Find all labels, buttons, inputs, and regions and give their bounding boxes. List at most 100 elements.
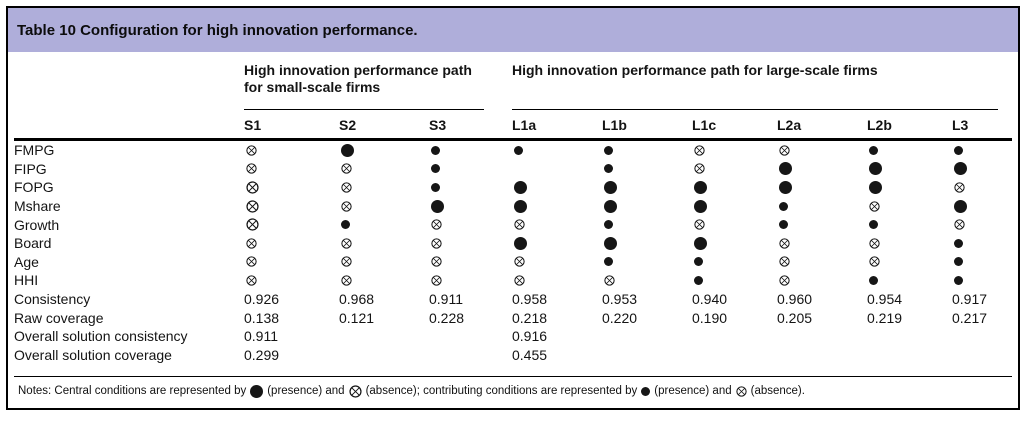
row-label: Consistency [14,291,91,308]
cell-FIPG-S3 [429,164,512,174]
cell-FMPG-L1b [602,145,692,155]
contributing-presence-icon [954,145,963,155]
value-cell: 0.958 [512,291,548,308]
central-presence-icon [779,162,792,176]
cell-Mshare-S3 [429,199,512,213]
cell-HHI-L1b [602,275,692,286]
value-cell: 0.917 [952,291,988,308]
cell-FIPG-L1c [692,163,777,175]
cell-Growth-L2a [777,220,867,230]
condition-row-Board: Board [14,234,1012,253]
central-absence-icon [349,385,362,398]
contributing-absence-icon [779,145,790,156]
cell-Board-L1b [602,236,692,250]
value-cell: 0.916 [512,328,548,345]
central-absence-icon [246,200,259,213]
column-header-row: S1 S2 S3 L1a L1b L1c L2a L2b L3 [14,110,1012,141]
cell-FMPG-L1c [692,145,777,156]
cell-Age-L3 [952,257,1012,267]
value-cell: 0.218 [512,309,548,326]
cell-Growth-L1c [692,219,777,230]
cell-HHI-L2b [867,275,952,285]
contributing-presence-icon [431,145,440,155]
cell-FOPG-L3 [952,182,1012,193]
contributing-presence-icon [869,275,878,285]
column-header-L1c: L1c [692,117,717,133]
column-header-S2: S2 [339,117,357,133]
table-title: Table 10 Configuration for high innovati… [17,21,418,39]
row-label: FOPG [14,179,54,196]
cell-FMPG-S1 [244,145,339,156]
cell-FMPG-L2a [777,145,867,156]
value-cell: 0.968 [339,291,375,308]
cell-HHI-S1 [244,275,339,286]
central-presence-icon [694,236,707,250]
metric-row: Consistency 0.926 0.968 0.911 0.958 0.953 0.94… [14,290,1012,309]
contributing-absence-icon [604,275,615,286]
value-cell: 0.220 [602,309,638,326]
cell-HHI-L1c [692,275,777,285]
value-cell: 0.299 [244,346,280,363]
central-presence-icon [869,162,882,176]
table-notes: Notes: Central conditions are represente… [14,376,1012,405]
contributing-absence-icon [431,219,442,230]
contributing-absence-icon [341,256,352,268]
central-presence-icon [869,180,882,194]
contributing-absence-icon [694,219,705,230]
central-presence-icon [341,143,354,157]
value-cell: 0.205 [777,309,813,326]
table-title-band: Table 10 Configuration for high innovati… [8,8,1018,52]
contributing-absence-icon [246,275,257,286]
contributing-presence-icon [604,164,613,174]
cell-FOPG-L1c [692,180,777,194]
cell-FMPG-L2b [867,145,952,155]
contributing-presence-icon [341,220,350,230]
central-presence-icon [431,199,444,213]
notes-text: Notes: Central conditions are represente… [18,385,247,398]
cell-FIPG-L3 [952,162,1012,176]
cell-Age-L2a [777,256,867,268]
notes-text: (presence) and [654,385,732,398]
value-cell: 0.911 [244,328,278,345]
column-header-S3: S3 [429,117,447,133]
cell-Growth-L1b [602,220,692,230]
cell-Board-S3 [429,238,512,249]
row-label: Overall solution coverage [14,346,172,363]
row-label: Mshare [14,198,61,215]
cell-FMPG-S2 [339,143,429,157]
contributing-absence-icon [869,200,880,212]
cell-Board-S1 [244,238,339,249]
cell-FIPG-S1 [244,163,339,175]
column-header-L1a: L1a [512,117,537,133]
cell-HHI-L1a [512,275,602,286]
column-header-L2b: L2b [867,117,892,133]
cell-HHI-S2 [339,275,429,286]
cell-Mshare-L1c [692,199,777,213]
cell-Mshare-L1a [512,199,602,213]
contributing-absence-icon [954,219,965,230]
cell-Growth-L3 [952,219,1012,230]
value-cell: 0.228 [429,309,465,326]
condition-row-Mshare: Mshare [14,197,1012,216]
value-cell: 0.138 [244,309,280,326]
contributing-absence-icon [341,238,352,249]
row-label: Raw coverage [14,309,104,326]
contributing-presence-icon [779,201,788,211]
contributing-presence-icon [431,164,440,174]
notes-text: (presence) and [267,385,345,398]
central-presence-icon [694,199,707,213]
cell-Board-L2a [777,238,867,249]
condition-row-FOPG: FOPG [14,178,1012,197]
contributing-absence-icon [869,238,880,249]
cell-Board-L1c [692,236,777,250]
cell-Mshare-L3 [952,199,1012,213]
contributing-absence-icon [431,275,442,286]
contributing-presence-icon [604,257,613,267]
cell-FMPG-L1a [512,145,602,155]
cell-Board-S2 [339,238,429,249]
metric-row: Raw coverage 0.138 0.121 0.228 0.218 0.220 0.1… [14,308,1012,327]
contributing-presence-icon [431,182,440,192]
contributing-presence-icon [869,220,878,230]
central-absence-icon [246,218,259,231]
cell-Mshare-S2 [339,200,429,212]
